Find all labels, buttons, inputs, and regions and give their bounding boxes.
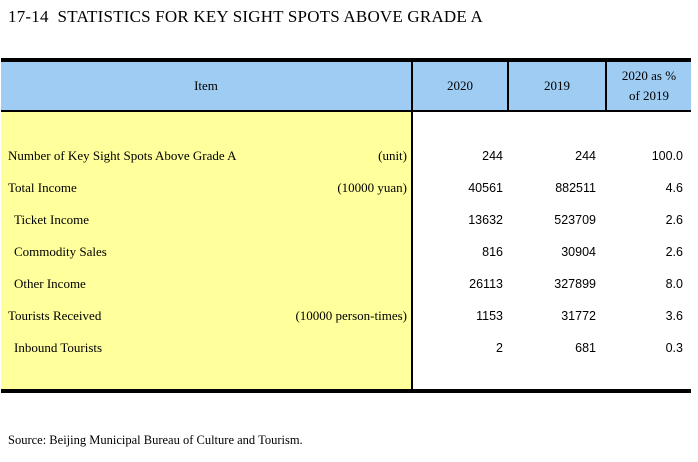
table-row: Total Income (10000 yuan) 40561 882511 4… [1, 172, 691, 204]
value-2020: 26113 [469, 277, 503, 291]
col-header-2020: 2020 [411, 62, 507, 110]
table-row: Ticket Income 13632 523709 2.6 [1, 204, 691, 236]
value-2020: 40561 [468, 181, 503, 195]
item-cell: Tourists Received (10000 person-times) [1, 308, 413, 324]
table-rows: Number of Key Sight Spots Above Grade A … [1, 140, 691, 364]
col-header-2019: 2019 [507, 62, 605, 110]
value-2020: 2 [496, 341, 503, 355]
col-header-pct-line2: of 2019 [628, 88, 670, 103]
item-label: Tourists Received [8, 308, 102, 323]
item-unit: (10000 yuan) [337, 180, 407, 195]
item-cell: Inbound Tourists [1, 340, 413, 356]
item-unit: (10000 person-times) [295, 308, 407, 323]
item-unit: (unit) [378, 148, 407, 163]
value-pct: 2.6 [665, 213, 683, 227]
item-cell: Other Income [1, 276, 413, 292]
value-pct: 100.0 [651, 149, 683, 163]
value-pct: 4.6 [665, 181, 683, 195]
item-label: Ticket Income [14, 212, 89, 227]
value-2019: 244 [575, 149, 596, 163]
value-2019: 31772 [561, 309, 596, 323]
value-2019: 882511 [555, 181, 596, 195]
item-label: Other Income [14, 276, 86, 291]
table-row: Tourists Received (10000 person-times) 1… [1, 300, 691, 332]
item-label: Inbound Tourists [14, 340, 103, 355]
item-cell: Number of Key Sight Spots Above Grade A … [1, 148, 413, 164]
item-label: Total Income [8, 180, 77, 195]
value-2019: 523709 [554, 213, 596, 227]
item-cell: Ticket Income [1, 212, 413, 228]
item-label: Commodity Sales [14, 244, 107, 259]
statistics-table: Item 2020 2019 2020 as % of 2019 Number … [1, 58, 691, 393]
table-body: Number of Key Sight Spots Above Grade A … [1, 112, 691, 393]
item-cell: Total Income (10000 yuan) [1, 180, 413, 196]
value-pct: 3.6 [665, 309, 683, 323]
value-2020: 13632 [468, 213, 503, 227]
value-2020: 244 [482, 149, 503, 163]
value-2020: 1153 [476, 309, 503, 323]
value-pct: 2.6 [665, 245, 683, 259]
table-row: Other Income 26113 327899 8.0 [1, 268, 691, 300]
item-cell: Commodity Sales [1, 244, 413, 260]
table-row: Number of Key Sight Spots Above Grade A … [1, 140, 691, 172]
value-pct: 8.0 [665, 277, 683, 291]
item-label: Number of Key Sight Spots Above Grade A [8, 148, 237, 163]
value-2020: 816 [482, 245, 503, 259]
value-2019: 327899 [554, 277, 596, 291]
page-title: 17-14 STATISTICS FOR KEY SIGHT SPOTS ABO… [8, 7, 483, 26]
value-2019: 681 [575, 341, 596, 355]
value-pct: 0.3 [665, 341, 683, 355]
col-header-pct: 2020 as % of 2019 [605, 62, 691, 110]
source-note: Source: Beijing Municipal Bureau of Cult… [8, 433, 303, 447]
table-row: Inbound Tourists 2 681 0.3 [1, 332, 691, 364]
value-2019: 30904 [561, 245, 596, 259]
item-column-background [1, 112, 413, 389]
col-header-item: Item [194, 78, 218, 93]
table-row: Commodity Sales 816 30904 2.6 [1, 236, 691, 268]
table-header-row: Item 2020 2019 2020 as % of 2019 [1, 58, 691, 112]
col-header-pct-line1: 2020 as % [621, 67, 677, 83]
